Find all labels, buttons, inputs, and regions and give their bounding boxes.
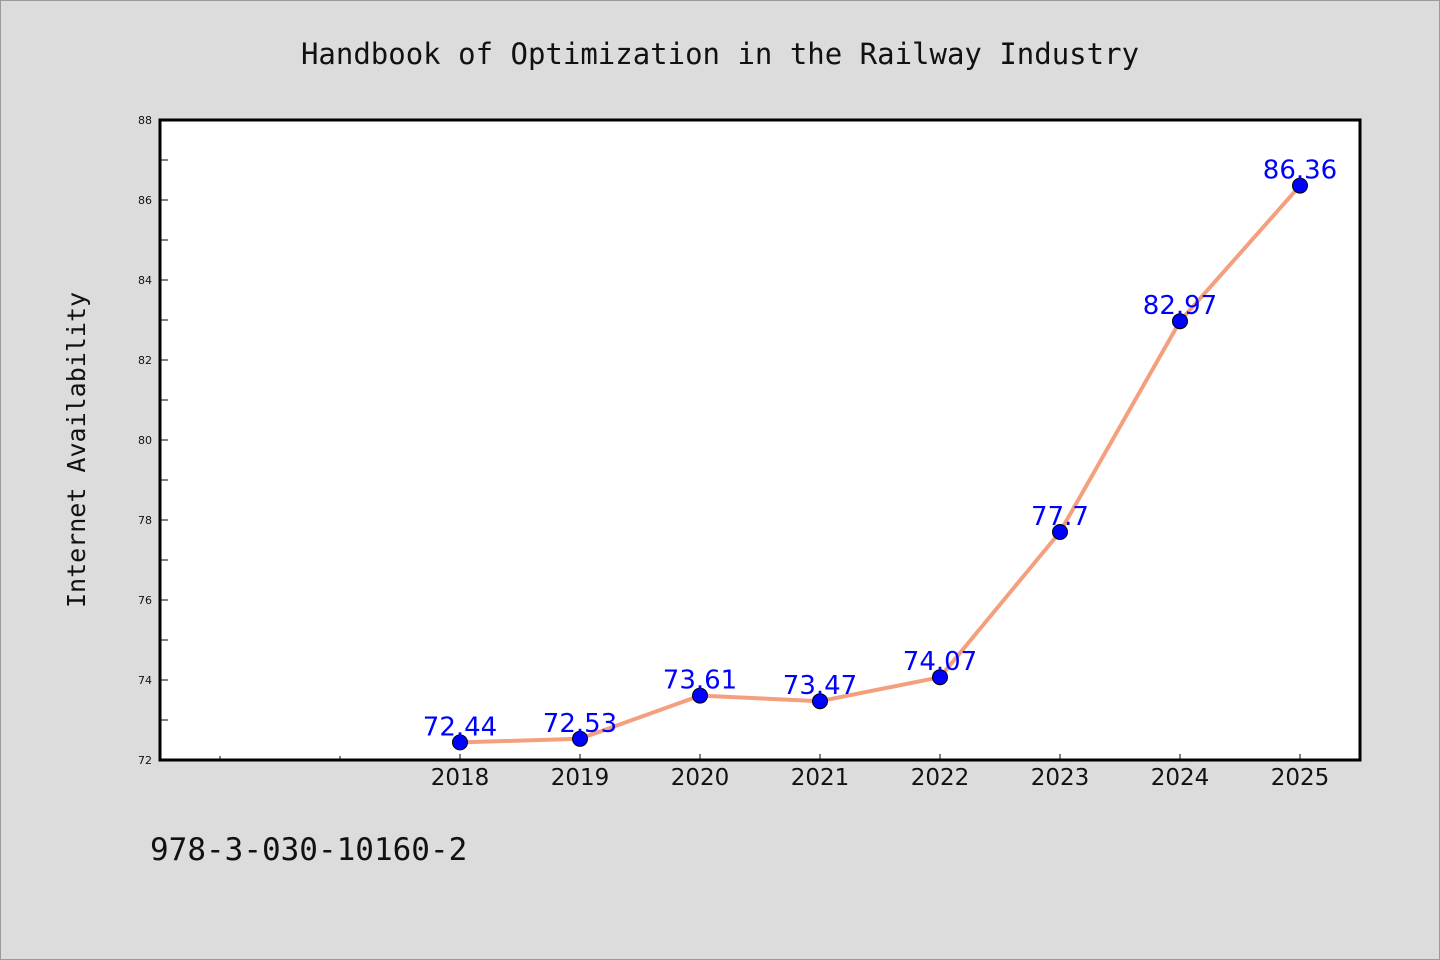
data-point <box>1172 313 1188 330</box>
data-point <box>1292 177 1308 194</box>
data-label: 82.97 <box>1143 291 1217 321</box>
data-label: 86.36 <box>1263 156 1337 186</box>
data-point <box>692 687 708 704</box>
x-tick-label: 2024 <box>1151 765 1210 791</box>
series-layer <box>452 177 1308 751</box>
x-tick-label: 2018 <box>431 765 490 791</box>
y-tick-label: 84 <box>138 274 152 287</box>
data-label: 74.07 <box>903 647 977 677</box>
data-point <box>1052 524 1068 540</box>
isbn-label: 978-3-030-10160-2 <box>150 832 468 868</box>
y-tick-label: 78 <box>138 514 152 527</box>
y-tick-label: 86 <box>138 194 152 207</box>
data-label: 72.44 <box>423 712 497 742</box>
axis-ticks: 72 74 76 78 80 82 84 86 88 2018 2019 2020 2021 2022 20… <box>138 114 1329 791</box>
y-tick-label: 72 <box>138 754 152 767</box>
series-line <box>458 183 1302 745</box>
data-label: 73.61 <box>663 666 737 696</box>
x-tick-label: 2020 <box>671 765 730 791</box>
y-tick-label: 74 <box>138 674 152 687</box>
y-tick-label: 76 <box>138 594 152 607</box>
data-label: 77.7 <box>1031 502 1089 532</box>
plot-area <box>158 118 1362 762</box>
chart-title: Handbook of Optimization in the Railway … <box>301 37 1139 71</box>
x-tick-label: 2022 <box>911 765 970 791</box>
y-tick-label: 80 <box>138 434 152 447</box>
data-labels-layer: 72.44 72.53 73.61 73.47 74.07 77.7 82.97 86.36 <box>423 156 1337 743</box>
y-tick-label: 82 <box>138 354 152 367</box>
data-point <box>932 669 948 686</box>
data-point <box>812 693 828 710</box>
x-tick-label: 2021 <box>791 765 850 791</box>
y-axis-label: Internet Availability <box>62 292 91 608</box>
data-point <box>572 730 588 747</box>
data-label: 72.53 <box>543 709 617 739</box>
x-tick-label: 2023 <box>1031 765 1090 791</box>
x-tick-label: 2019 <box>551 765 610 791</box>
data-label: 73.47 <box>783 671 857 701</box>
x-tick-label: 2025 <box>1271 765 1330 791</box>
y-tick-label: 88 <box>138 114 152 127</box>
data-point <box>452 734 468 751</box>
